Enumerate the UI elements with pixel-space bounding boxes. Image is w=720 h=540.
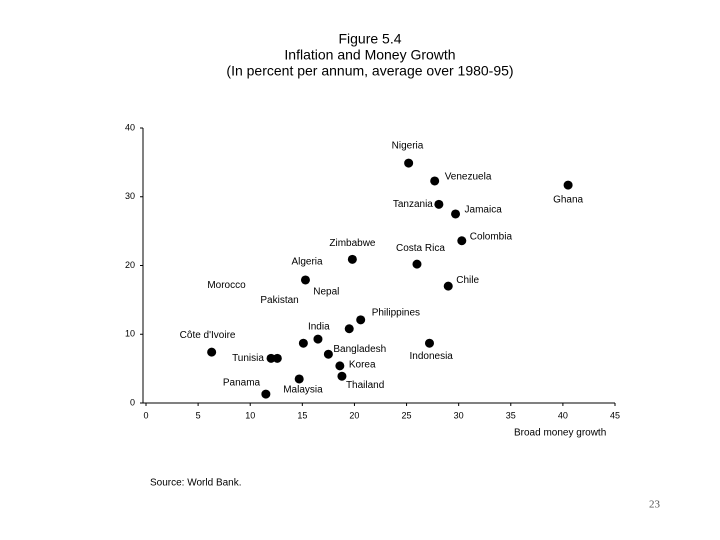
source: Source: World Bank.	[150, 478, 242, 489]
point-label: Bangladesh	[333, 344, 386, 355]
point-label: Pakistan	[260, 295, 298, 306]
title: Figure 5.4	[338, 31, 401, 47]
x-axis-label: Broad money growth	[514, 428, 606, 439]
point	[294, 374, 304, 384]
point	[563, 180, 573, 190]
point-label: Tanzania	[393, 199, 433, 210]
point-label: Philippines	[372, 307, 420, 318]
point	[207, 347, 217, 357]
subtitle: Inflation and Money Growth	[284, 47, 455, 63]
x-tick-label: 40	[558, 410, 568, 420]
point	[443, 281, 453, 291]
x-tick-label: 25	[402, 410, 412, 420]
point-label: Morocco	[207, 280, 246, 291]
point-label: Tunisia	[232, 353, 264, 364]
point-label: Ghana	[553, 195, 583, 206]
point	[347, 254, 357, 264]
point	[261, 389, 271, 399]
point-label: Venezuela	[445, 172, 492, 183]
point	[451, 209, 461, 219]
point	[430, 176, 440, 186]
point	[356, 315, 366, 325]
point	[300, 275, 310, 285]
y-tick-label: 20	[125, 260, 135, 270]
y-tick-label: 0	[130, 397, 135, 407]
point	[335, 361, 345, 371]
point	[298, 338, 308, 348]
y-tick-label: 40	[125, 122, 135, 132]
point	[344, 324, 354, 334]
x-tick-label: 10	[245, 410, 255, 420]
point	[412, 259, 422, 269]
point	[337, 371, 347, 381]
point-label: Côte d'Ivoire	[180, 330, 236, 341]
point-label: Zimbabwe	[329, 238, 376, 249]
x-tick-label: 30	[454, 410, 464, 420]
point	[266, 353, 276, 363]
x-tick-label: 5	[196, 410, 201, 420]
x-tick-label: 20	[349, 410, 359, 420]
point-label: India	[308, 322, 330, 333]
x-tick-label: 0	[143, 410, 148, 420]
point	[457, 236, 467, 246]
point	[434, 199, 444, 209]
page-number: 23	[649, 499, 661, 511]
point-label: Chile	[456, 275, 479, 286]
point	[424, 338, 434, 348]
point	[272, 353, 282, 363]
point-label: Panama	[223, 378, 261, 389]
point-label: Indonesia	[409, 351, 453, 362]
x-tick-label: 45	[610, 410, 620, 420]
point-label: Thailand	[346, 380, 384, 391]
point-label: Algeria	[291, 257, 323, 268]
point-label: Costa Rica	[396, 243, 445, 254]
point-label: Korea	[349, 360, 376, 371]
point-label: Nigeria	[392, 141, 424, 152]
point-label: Colombia	[470, 231, 513, 242]
x-tick-label: 35	[506, 410, 516, 420]
point	[323, 349, 333, 359]
y-tick-label: 10	[125, 329, 135, 339]
point	[404, 158, 414, 168]
subtitle: (In percent per annum, average over 1980…	[226, 63, 513, 79]
point-label: Jamaica	[465, 205, 503, 216]
y-tick-label: 30	[125, 191, 135, 201]
point-label: Nepal	[313, 286, 339, 297]
x-tick-label: 15	[297, 410, 307, 420]
point-label: Malaysia	[283, 385, 323, 396]
point	[313, 334, 323, 344]
